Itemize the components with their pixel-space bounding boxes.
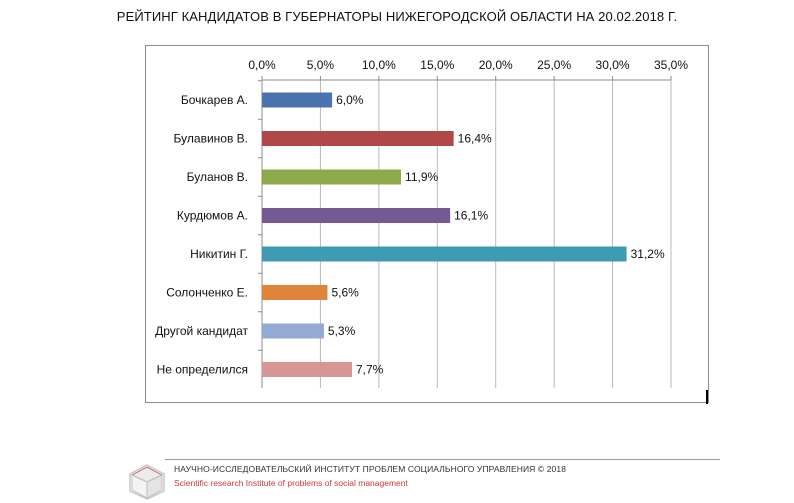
bar [262,169,402,185]
data-label: 7,7% [356,363,384,377]
bar [262,362,352,377]
x-tick-label: 35,0% [654,58,688,72]
chart-frame [145,45,709,403]
bar [262,208,451,223]
footer-divider [165,459,720,460]
frame-corner-mark [706,390,708,404]
x-tick-label: 0,0% [248,58,276,72]
cube-logo-icon [129,464,165,500]
category-label: Бочкарев А. [181,93,248,107]
chart-title: РЕЙТИНГ КАНДИДАТОВ В ГУБЕРНАТОРЫ НИЖЕГОР… [116,9,678,24]
data-label: 31,2% [631,247,665,261]
category-label: Не определился [157,363,248,377]
category-label: Солонченко Е. [166,286,248,300]
category-label: Курдюмов А. [177,209,248,223]
bar [262,92,333,108]
bar [262,323,324,339]
data-label: 6,0% [336,93,364,107]
data-label: 5,3% [328,324,356,338]
bar [262,246,627,262]
bar [262,285,328,300]
x-tick-label: 20,0% [479,58,513,72]
data-label: 11,9% [405,170,438,184]
x-tick-label: 10,0% [362,58,396,72]
x-tick-label: 5,0% [307,58,335,72]
category-label: Никитин Г. [190,247,248,261]
x-tick-label: 30,0% [596,58,630,72]
data-label: 16,1% [454,209,488,223]
data-label: 16,4% [458,132,492,146]
x-tick-label: 25,0% [537,58,571,72]
category-label: Булавинов В. [174,132,248,146]
x-tick-label: 15,0% [420,58,454,72]
category-label: Буланов В. [187,170,248,184]
data-label: 5,6% [331,286,359,300]
footer-org-ru: НАУЧНО-ИССЛЕДОВАТЕЛЬСКИЙ ИНСТИТУТ ПРОБЛЕ… [174,464,567,474]
footer-org-en: Scientific research Institute of problem… [174,478,408,488]
category-label: Другой кандидат [155,324,248,338]
bar [262,131,454,146]
